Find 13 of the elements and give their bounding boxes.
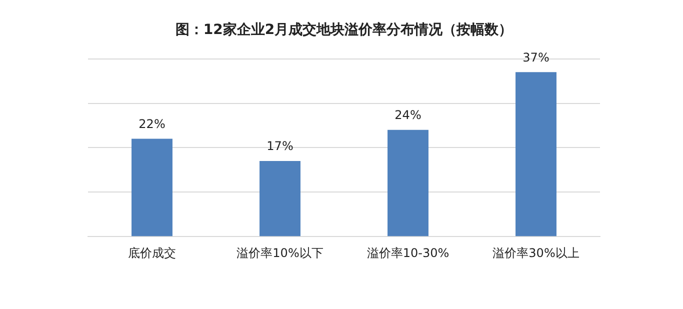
x-tick-label: 底价成交 xyxy=(128,246,176,260)
bar xyxy=(388,130,428,236)
chart-title: 图：12家企业2月成交地块溢价率分布情况（按幅数） xyxy=(175,21,513,38)
x-tick-label: 溢价率10%以下 xyxy=(236,246,324,260)
data-label: 37% xyxy=(522,50,550,64)
bar xyxy=(516,72,556,236)
data-label: 17% xyxy=(266,139,294,154)
data-label: 22% xyxy=(138,116,166,131)
bar xyxy=(132,138,172,236)
x-tick-label: 溢价率10-30% xyxy=(366,246,450,260)
x-tick-label: 溢价率30%以上 xyxy=(492,246,580,260)
bar xyxy=(260,161,300,236)
data-label: 24% xyxy=(394,108,422,122)
